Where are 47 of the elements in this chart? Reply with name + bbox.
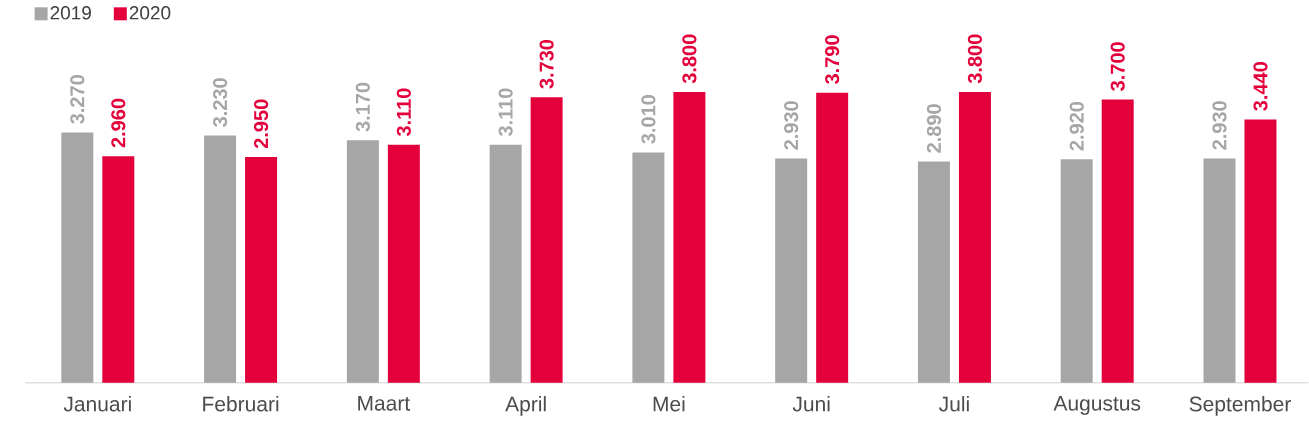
bar — [1244, 119, 1277, 383]
data-label: 3.230 — [212, 78, 228, 127]
bar — [632, 152, 665, 383]
x-tick-label: Februari — [203, 396, 279, 412]
bar — [61, 132, 94, 383]
bar — [204, 135, 237, 383]
data-label: 3.110 — [498, 88, 513, 137]
bar — [387, 144, 420, 383]
bar — [917, 161, 950, 383]
data-label: 3.010 — [641, 95, 656, 144]
x-tick-label: Maart — [358, 396, 411, 411]
data-label: 3.730 — [539, 39, 554, 89]
data-label: 3.800 — [967, 34, 983, 84]
data-label: 3.790 — [825, 35, 840, 85]
x-tick-label: April — [505, 396, 546, 416]
x-tick-label: Juli — [939, 396, 969, 412]
bar — [958, 92, 991, 383]
data-label: 2.960 — [111, 98, 126, 148]
bar — [245, 157, 278, 383]
x-tick-label: Juni — [792, 396, 830, 412]
x-tick-label: Mei — [653, 396, 685, 412]
data-label: 2.890 — [926, 104, 942, 153]
data-label: 3.800 — [682, 34, 697, 84]
legend-label: 2020 — [129, 6, 171, 20]
data-label: 2.950 — [253, 99, 269, 149]
data-label: 2.930 — [1212, 101, 1227, 150]
data-label: 2.930 — [784, 101, 799, 150]
bar — [673, 92, 706, 383]
bar — [102, 156, 135, 383]
data-label: 3.110 — [396, 88, 411, 137]
bar — [1060, 159, 1093, 383]
data-label: 2.920 — [1069, 101, 1084, 151]
bar — [1203, 158, 1236, 383]
bar — [1101, 99, 1134, 383]
legend-label: 2019 — [50, 6, 91, 20]
data-label: 3.700 — [1110, 42, 1125, 92]
data-label: 3.440 — [1253, 62, 1268, 111]
x-tick-label: September — [1189, 396, 1291, 416]
x-tick-label: Januari — [63, 396, 131, 412]
x-tick-label: Augustus — [1053, 396, 1141, 415]
bar — [775, 158, 808, 383]
data-label: 3.270 — [70, 75, 85, 124]
data-label: 3.170 — [355, 82, 370, 132]
bar — [530, 97, 563, 383]
bar — [489, 144, 522, 383]
bar — [346, 140, 379, 383]
bar — [816, 92, 849, 383]
